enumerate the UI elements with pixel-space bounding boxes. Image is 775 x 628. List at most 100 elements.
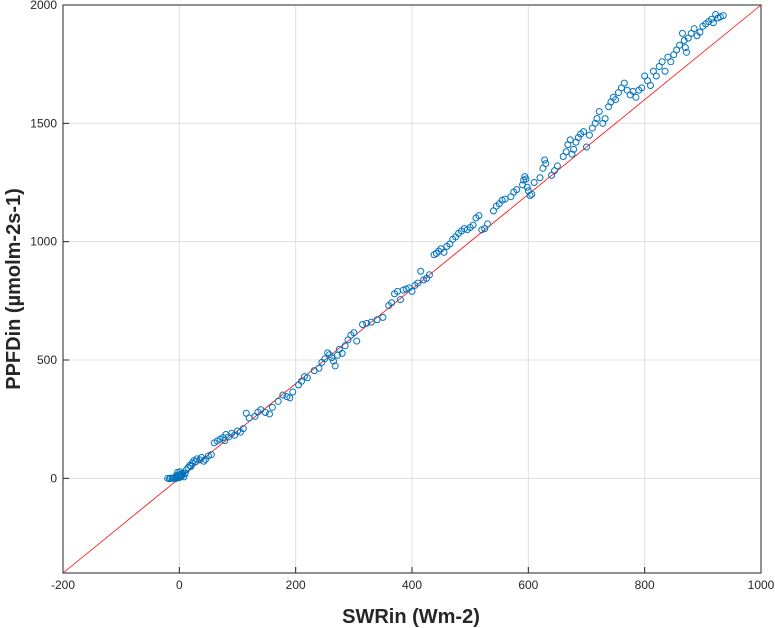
data-point bbox=[580, 128, 588, 136]
data-point bbox=[286, 394, 294, 402]
data-point bbox=[279, 391, 287, 399]
data-point bbox=[338, 349, 346, 357]
data-point bbox=[681, 44, 689, 52]
data-point bbox=[329, 357, 337, 365]
data-point bbox=[373, 316, 381, 324]
data-point bbox=[432, 250, 440, 257]
y-tick-label: 500 bbox=[37, 353, 57, 367]
data-point bbox=[524, 187, 532, 195]
data-point bbox=[425, 271, 433, 279]
data-point bbox=[207, 451, 215, 459]
data-point bbox=[186, 461, 194, 469]
data-point bbox=[268, 403, 276, 411]
data-point bbox=[245, 414, 253, 422]
data-point bbox=[658, 58, 666, 66]
x-tick-label: 400 bbox=[402, 578, 422, 592]
data-point bbox=[239, 425, 247, 433]
data-point bbox=[367, 318, 375, 326]
data-point bbox=[620, 79, 628, 87]
data-point bbox=[696, 28, 704, 36]
data-point bbox=[414, 279, 422, 287]
data-point bbox=[652, 72, 660, 80]
data-point bbox=[690, 25, 698, 33]
data-point bbox=[513, 186, 521, 194]
data-point bbox=[568, 150, 576, 158]
data-point bbox=[359, 321, 367, 328]
x-tick-label: 0 bbox=[176, 578, 183, 592]
data-point bbox=[523, 183, 531, 191]
data-point bbox=[303, 374, 311, 382]
x-tick-label: 800 bbox=[635, 578, 655, 592]
data-point bbox=[350, 329, 358, 337]
data-point bbox=[667, 58, 675, 66]
data-point bbox=[180, 473, 188, 481]
data-point bbox=[541, 156, 549, 164]
data-point bbox=[646, 81, 654, 89]
data-point bbox=[601, 115, 609, 123]
data-point bbox=[440, 248, 448, 256]
data-point bbox=[200, 457, 208, 465]
x-tick-label: 600 bbox=[518, 578, 538, 592]
y-axis-ticks: 0 500 1000 1500 2000 bbox=[30, 0, 69, 485]
y-axis-label: PPFDin (µmolm-2s-1) bbox=[3, 188, 25, 390]
data-point bbox=[475, 212, 483, 220]
data-point bbox=[261, 409, 269, 417]
data-point bbox=[530, 179, 538, 186]
data-point bbox=[591, 119, 599, 127]
data-point bbox=[165, 475, 173, 483]
data-point bbox=[526, 192, 534, 200]
data-point bbox=[553, 162, 561, 170]
x-axis-label: SWRin (Wm-2) bbox=[342, 606, 480, 628]
data-point bbox=[435, 247, 443, 255]
x-tick-label: 1000 bbox=[748, 578, 775, 592]
data-point bbox=[609, 93, 617, 101]
data-point bbox=[528, 190, 536, 198]
y-tick-label: 1000 bbox=[30, 235, 57, 249]
data-point bbox=[522, 175, 530, 183]
y-tick-label: 1500 bbox=[30, 116, 57, 130]
data-point bbox=[612, 96, 620, 104]
data-point bbox=[408, 287, 416, 295]
data-point bbox=[274, 397, 282, 405]
data-point bbox=[187, 463, 195, 470]
data-point bbox=[708, 15, 716, 23]
data-point bbox=[661, 67, 669, 75]
x-axis-ticks: -200 0 200 400 600 800 1000 bbox=[51, 567, 775, 592]
data-point bbox=[363, 319, 371, 327]
data-point bbox=[536, 174, 544, 182]
data-point bbox=[638, 84, 646, 92]
data-point bbox=[570, 145, 578, 153]
data-point bbox=[501, 195, 509, 203]
data-point bbox=[683, 48, 691, 56]
data-points bbox=[164, 10, 727, 483]
data-point bbox=[396, 296, 404, 304]
data-point bbox=[595, 108, 603, 115]
x-tick-label: 200 bbox=[286, 578, 306, 592]
data-point bbox=[197, 454, 205, 462]
data-point bbox=[181, 470, 189, 478]
data-point bbox=[469, 221, 477, 229]
data-point bbox=[574, 134, 582, 142]
data-point bbox=[583, 143, 590, 151]
data-point bbox=[678, 29, 686, 37]
data-point bbox=[379, 313, 387, 321]
data-point bbox=[353, 337, 361, 345]
data-point bbox=[321, 355, 329, 363]
data-point bbox=[388, 299, 396, 307]
data-point bbox=[328, 354, 336, 362]
data-point bbox=[593, 115, 601, 123]
data-point bbox=[719, 12, 727, 20]
data-point bbox=[562, 148, 570, 156]
data-point bbox=[566, 136, 574, 144]
data-point bbox=[417, 267, 425, 275]
x-tick-label: -200 bbox=[51, 578, 75, 592]
data-point bbox=[341, 342, 349, 350]
data-point bbox=[542, 160, 550, 168]
data-point bbox=[265, 410, 273, 418]
y-tick-label: 0 bbox=[50, 471, 57, 485]
data-point bbox=[709, 19, 717, 27]
data-point bbox=[289, 388, 297, 396]
data-point bbox=[585, 131, 593, 139]
data-point bbox=[193, 455, 201, 463]
